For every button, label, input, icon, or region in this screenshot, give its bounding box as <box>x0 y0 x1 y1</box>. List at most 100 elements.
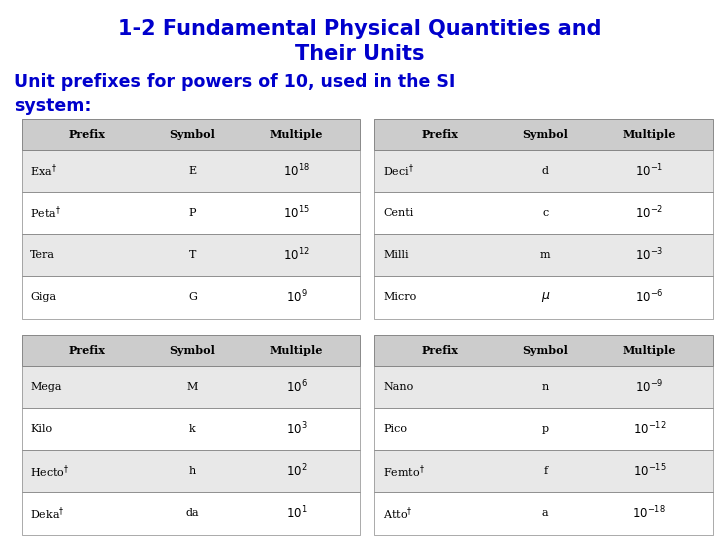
Bar <box>22 492 360 535</box>
Text: c: c <box>542 208 549 218</box>
Text: P: P <box>189 208 197 218</box>
Bar <box>22 492 360 535</box>
Bar <box>22 192 360 234</box>
Text: Peta$^{\dagger}$: Peta$^{\dagger}$ <box>30 205 61 221</box>
Bar <box>22 234 360 276</box>
Bar <box>374 150 713 192</box>
Text: Tera: Tera <box>30 250 55 260</box>
Text: $10^{-2}$: $10^{-2}$ <box>635 205 664 221</box>
Text: $\mu$: $\mu$ <box>541 291 550 305</box>
Text: Hecto$^{\dagger}$: Hecto$^{\dagger}$ <box>30 463 70 480</box>
Text: h: h <box>189 466 196 476</box>
Bar <box>374 366 713 408</box>
Text: a: a <box>542 509 549 518</box>
Bar <box>374 192 713 234</box>
Text: Prefix: Prefix <box>68 129 105 140</box>
Text: Their Units: Their Units <box>295 44 425 64</box>
Text: $10^{-12}$: $10^{-12}$ <box>633 421 666 437</box>
Text: Symbol: Symbol <box>169 345 215 356</box>
Text: p: p <box>541 424 549 434</box>
Text: Prefix: Prefix <box>421 345 458 356</box>
Text: $10^{-15}$: $10^{-15}$ <box>632 463 666 480</box>
Text: $10^{2}$: $10^{2}$ <box>286 463 307 480</box>
Text: m: m <box>540 250 551 260</box>
Bar <box>374 450 713 492</box>
Text: Kilo: Kilo <box>30 424 53 434</box>
Bar <box>22 366 360 408</box>
Text: d: d <box>541 166 549 176</box>
Bar <box>22 335 360 366</box>
Text: Mega: Mega <box>30 382 62 392</box>
Bar <box>374 276 713 319</box>
Bar <box>22 119 360 150</box>
Bar <box>22 150 360 192</box>
Text: $10^{12}$: $10^{12}$ <box>283 247 310 264</box>
Bar <box>22 366 360 408</box>
Bar <box>22 408 360 450</box>
Text: $10^{9}$: $10^{9}$ <box>286 289 307 306</box>
Bar <box>374 119 713 150</box>
Bar <box>374 335 713 366</box>
Bar <box>22 192 360 234</box>
Bar <box>374 408 713 450</box>
Bar <box>22 150 360 192</box>
Bar <box>374 450 713 492</box>
Text: 1-2 Fundamental Physical Quantities and: 1-2 Fundamental Physical Quantities and <box>118 19 602 39</box>
Bar <box>22 335 360 366</box>
Text: Prefix: Prefix <box>421 129 458 140</box>
Bar <box>22 119 360 150</box>
Text: Symbol: Symbol <box>522 345 568 356</box>
Bar <box>374 234 713 276</box>
Text: $10^{-1}$: $10^{-1}$ <box>635 163 664 179</box>
Text: Deci$^{\dagger}$: Deci$^{\dagger}$ <box>383 163 414 179</box>
Text: $10^{-6}$: $10^{-6}$ <box>635 289 664 306</box>
Text: Multiple: Multiple <box>623 345 676 356</box>
Text: $10^{6}$: $10^{6}$ <box>286 379 307 395</box>
Bar <box>374 335 713 366</box>
Text: T: T <box>189 250 196 260</box>
Bar <box>374 276 713 319</box>
Text: Multiple: Multiple <box>270 129 323 140</box>
Bar <box>374 492 713 535</box>
Text: Symbol: Symbol <box>522 129 568 140</box>
Bar <box>22 450 360 492</box>
Text: n: n <box>541 382 549 392</box>
Bar <box>22 408 360 450</box>
Text: Atto$^{\dagger}$: Atto$^{\dagger}$ <box>383 505 413 522</box>
Text: Pico: Pico <box>383 424 407 434</box>
Text: Centi: Centi <box>383 208 413 218</box>
Text: Micro: Micro <box>383 293 416 302</box>
Text: Giga: Giga <box>30 293 56 302</box>
Bar <box>374 192 713 234</box>
Text: $10^{-9}$: $10^{-9}$ <box>635 379 664 395</box>
Text: E: E <box>189 166 197 176</box>
Text: $10^{18}$: $10^{18}$ <box>283 163 310 179</box>
Text: k: k <box>189 424 196 434</box>
Bar <box>22 234 360 276</box>
Bar <box>22 276 360 319</box>
Text: Exa$^{\dagger}$: Exa$^{\dagger}$ <box>30 163 57 179</box>
Text: G: G <box>188 293 197 302</box>
Text: $10^{3}$: $10^{3}$ <box>286 421 307 437</box>
Text: Symbol: Symbol <box>169 129 215 140</box>
Bar <box>22 276 360 319</box>
Bar <box>374 366 713 408</box>
Bar <box>374 408 713 450</box>
Bar <box>374 234 713 276</box>
Text: Prefix: Prefix <box>68 345 105 356</box>
Text: f: f <box>543 466 547 476</box>
Bar <box>374 492 713 535</box>
Bar <box>374 119 713 150</box>
Bar <box>374 150 713 192</box>
Text: Multiple: Multiple <box>270 345 323 356</box>
Text: M: M <box>186 382 198 392</box>
Text: Unit prefixes for powers of 10, used in the SI: Unit prefixes for powers of 10, used in … <box>14 73 456 91</box>
Text: $10^{15}$: $10^{15}$ <box>283 205 310 221</box>
Text: system:: system: <box>14 97 92 115</box>
Text: Milli: Milli <box>383 250 409 260</box>
Text: Nano: Nano <box>383 382 413 392</box>
Text: Femto$^{\dagger}$: Femto$^{\dagger}$ <box>383 463 425 480</box>
Text: da: da <box>186 509 199 518</box>
Text: $10^{1}$: $10^{1}$ <box>286 505 307 522</box>
Text: $10^{-18}$: $10^{-18}$ <box>632 505 666 522</box>
